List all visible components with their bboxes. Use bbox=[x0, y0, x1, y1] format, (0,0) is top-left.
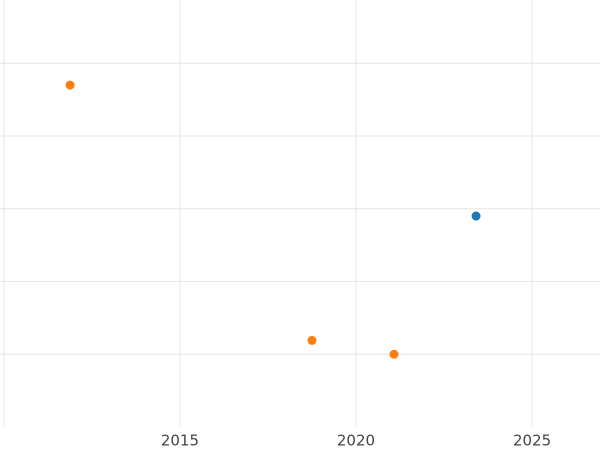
x-tick-label: 2015 bbox=[161, 432, 199, 450]
x-tick-label: 2020 bbox=[337, 432, 375, 450]
scatter-point bbox=[471, 211, 481, 221]
x-tick-label: 2025 bbox=[513, 432, 551, 450]
scatter-point bbox=[389, 349, 399, 359]
scatter-point bbox=[307, 335, 317, 345]
scatter-point bbox=[65, 80, 75, 90]
